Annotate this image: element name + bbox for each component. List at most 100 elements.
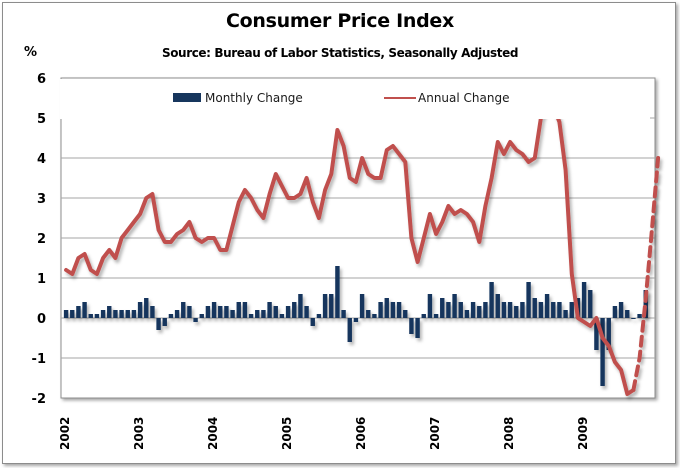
monthly-change-bar — [581, 282, 587, 318]
monthly-change-bar — [458, 302, 463, 318]
monthly-change-bar — [248, 314, 254, 318]
monthly-change-bar — [76, 306, 81, 318]
monthly-change-bar — [477, 306, 482, 318]
monthly-change-bar — [341, 310, 346, 318]
monthly-change-bar — [181, 302, 186, 318]
monthly-change-bar — [211, 302, 217, 318]
monthly-change-bar — [618, 302, 624, 318]
monthly-change-bar — [88, 314, 93, 318]
monthly-change-bar — [236, 302, 241, 318]
annual-change-forecast-line — [631, 156, 661, 392]
monthly-change-bar — [588, 290, 593, 318]
monthly-change-bar — [316, 314, 322, 318]
monthly-change-bar — [187, 306, 192, 318]
y-tick-label: 0 — [37, 312, 46, 327]
monthly-change-bar — [199, 314, 204, 318]
monthly-change-bar — [440, 298, 445, 318]
monthly-change-bar — [489, 282, 494, 318]
monthly-change-bar — [335, 266, 340, 318]
monthly-change-bar — [433, 314, 439, 318]
monthly-change-bar — [372, 314, 377, 318]
x-tick-label: 2003 — [132, 417, 146, 450]
monthly-change-bar — [384, 298, 389, 318]
monthly-change-bar — [501, 302, 507, 318]
monthly-change-bar — [353, 318, 359, 322]
monthly-change-bar — [483, 302, 488, 318]
monthly-change-bar — [329, 294, 334, 318]
monthly-change-bar — [205, 306, 211, 318]
monthly-change-bar — [168, 314, 174, 318]
monthly-change-bar — [304, 306, 309, 318]
monthly-change-bar — [396, 302, 402, 318]
monthly-change-bar — [255, 310, 260, 318]
chart-title: Consumer Price Index — [226, 10, 454, 32]
monthly-change-bar — [292, 302, 297, 318]
monthly-change-bar — [347, 318, 352, 342]
monthly-change-bar — [144, 298, 149, 318]
monthly-change-bar — [119, 310, 124, 318]
monthly-change-bar — [230, 310, 235, 318]
monthly-change-bar — [643, 290, 648, 318]
monthly-change-bar — [452, 294, 457, 318]
monthly-change-bar — [625, 310, 630, 318]
monthly-change-bar — [637, 314, 642, 318]
x-tick-label: 2005 — [280, 417, 294, 450]
monthly-change-bar — [612, 306, 618, 318]
monthly-change-bar — [557, 302, 562, 318]
y-axis-unit-label: % — [24, 45, 38, 60]
y-tick-label: 1 — [37, 272, 46, 287]
legend-label-annual: Annual Change — [418, 91, 509, 105]
y-tick-label: -2 — [32, 392, 46, 407]
monthly-change-bar — [137, 302, 143, 318]
monthly-change-bar — [131, 310, 137, 318]
monthly-change-bar — [464, 310, 470, 318]
monthly-change-bar — [162, 318, 167, 326]
monthly-change-bar — [82, 302, 87, 318]
monthly-change-bar — [156, 318, 161, 330]
monthly-change-bar — [415, 318, 420, 338]
y-tick-label: 2 — [37, 232, 46, 247]
monthly-change-bar — [298, 294, 303, 318]
y-tick-label: -1 — [32, 352, 46, 367]
monthly-change-bar — [70, 310, 75, 318]
x-tick-label: 2006 — [354, 417, 368, 450]
monthly-change-bar — [107, 306, 112, 318]
monthly-change-bar — [322, 294, 328, 318]
monthly-change-bar — [100, 310, 106, 318]
monthly-change-bar — [193, 318, 198, 322]
monthly-change-bar — [261, 310, 266, 318]
monthly-change-bar — [366, 310, 371, 318]
monthly-change-bar — [359, 294, 365, 318]
monthly-change-bar — [218, 306, 223, 318]
legend-label-monthly: Monthly Change — [205, 91, 303, 105]
monthly-change-bar — [125, 310, 130, 318]
y-tick-label: 6 — [37, 72, 46, 87]
legend: Monthly Change Annual Change — [60, 79, 650, 119]
monthly-change-bar — [242, 302, 248, 318]
y-tick-label: 4 — [37, 152, 46, 167]
annual-change-line — [64, 100, 636, 396]
monthly-change-bar — [113, 310, 118, 318]
x-tick-label: 2002 — [58, 417, 72, 450]
monthly-change-bar — [427, 294, 433, 318]
y-tick-label: 3 — [37, 192, 46, 207]
monthly-change-bar — [279, 314, 285, 318]
monthly-change-bar — [273, 306, 278, 318]
monthly-change-bar — [631, 318, 636, 319]
monthly-change-bar — [446, 302, 451, 318]
monthly-change-bar — [544, 294, 550, 318]
legend-background — [60, 79, 650, 119]
monthly-change-bar — [174, 310, 180, 318]
monthly-change-bar — [285, 306, 291, 318]
x-tick-label: 2007 — [428, 417, 442, 450]
monthly-change-bar — [378, 302, 383, 318]
x-tick-label: 2004 — [206, 417, 220, 450]
monthly-change-bar — [551, 302, 556, 318]
monthly-change-bar — [600, 318, 605, 386]
monthly-change-bar — [267, 302, 272, 318]
monthly-change-bar — [224, 306, 229, 318]
monthly-change-bar — [94, 314, 100, 318]
monthly-change-bar — [538, 302, 544, 318]
x-tick-label: 2008 — [502, 417, 516, 450]
